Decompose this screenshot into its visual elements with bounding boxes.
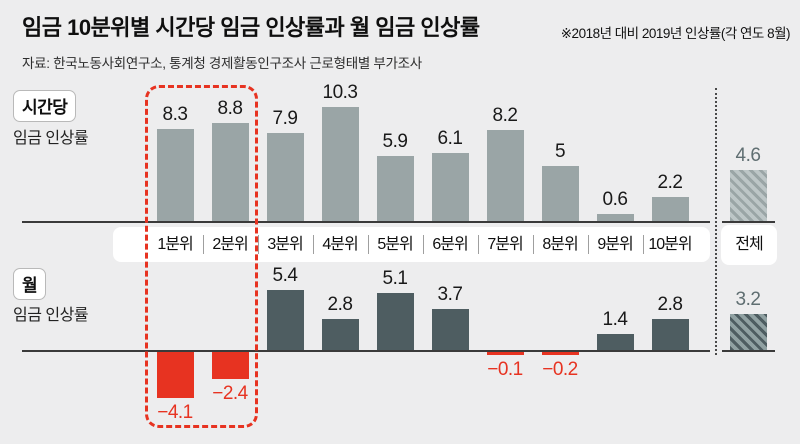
bar-8분위-hourly-value: 5 [554, 140, 566, 162]
bar-5분위-monthly [376, 293, 414, 350]
bar-2분위-monthly [211, 352, 249, 379]
bar-5분위-hourly-value: 5.9 [382, 130, 408, 152]
bar-4분위-hourly [321, 106, 359, 221]
monthly-chart-sublabel: 임금 인상률 [13, 307, 89, 324]
category-divider [367, 235, 369, 254]
category-divider [532, 235, 534, 254]
bar-7분위-hourly [486, 129, 524, 221]
category-label-9분위: 9분위 [597, 236, 633, 253]
bar-3분위-monthly-value: 5.4 [272, 265, 298, 287]
category-divider [422, 235, 424, 254]
category-label-4분위: 4분위 [322, 236, 358, 253]
category-divider [642, 235, 644, 254]
bar-7분위-monthly-value: −0.1 [487, 359, 523, 380]
hourly-overall-axis-line [722, 221, 775, 223]
bar-9분위-hourly [596, 214, 634, 221]
bar-3분위-hourly [266, 133, 304, 221]
category-label-7분위: 7분위 [487, 236, 523, 253]
source-line: 자료: 한국노동사회연구소, 통계청 경제활동인구조사 근로형태별 부가조사 [22, 56, 422, 71]
bar-overall-monthly [729, 314, 767, 350]
bar-3분위-hourly-value: 7.9 [272, 108, 298, 130]
category-label-2분위: 2분위 [212, 236, 248, 253]
category-divider [257, 235, 259, 254]
category-divider [202, 235, 204, 254]
low-decile-highlight-box [145, 85, 258, 428]
title-note: ※2018년 대비 2019년 인상률(각 연도 8월) [560, 26, 791, 41]
monthly-axis-line [22, 350, 710, 352]
category-label-5분위: 5분위 [377, 236, 413, 253]
category-label-1분위: 1분위 [157, 236, 193, 253]
monthly-overall-axis-line [722, 350, 775, 352]
bar-3분위-monthly [266, 290, 304, 350]
bar-overall-hourly [729, 169, 767, 221]
bar-9분위-monthly-value: 1.4 [602, 309, 628, 331]
bar-8분위-monthly-value: −0.2 [542, 359, 578, 380]
bar-8분위-monthly [541, 352, 579, 355]
bar-6분위-hourly [431, 153, 469, 221]
bar-10분위-hourly [651, 196, 689, 221]
bar-4분위-hourly-value: 10.3 [322, 81, 358, 103]
bar-2분위-hourly [211, 123, 249, 221]
bar-10분위-monthly-value: 2.8 [657, 293, 683, 315]
bar-10분위-hourly-value: 2.2 [657, 171, 683, 193]
bar-10분위-monthly [651, 318, 689, 350]
category-divider [312, 235, 314, 254]
bar-5분위-monthly-value: 5.1 [382, 268, 408, 290]
hourly-axis-line [22, 221, 710, 223]
overall-column-separator [715, 88, 717, 355]
bar-4분위-monthly-value: 2.8 [327, 293, 353, 315]
bar-9분위-hourly-value: 0.6 [602, 189, 628, 211]
bar-overall-hourly-value: 4.6 [735, 144, 761, 166]
bar-2분위-hourly-value: 8.8 [217, 98, 243, 120]
category-label-10분위: 10분위 [648, 236, 692, 253]
category-divider [477, 235, 479, 254]
category-label-3분위: 3분위 [267, 236, 303, 253]
overall-label-box: 전체 [721, 225, 777, 265]
bar-4분위-monthly [321, 318, 359, 350]
page-title: 임금 10분위별 시간당 임금 인상률과 월 임금 인상률 [22, 15, 480, 40]
bar-9분위-monthly [596, 334, 634, 350]
category-divider [587, 235, 589, 254]
bar-2분위-monthly-value: −2.4 [212, 382, 248, 404]
bar-6분위-hourly-value: 6.1 [437, 128, 463, 150]
bar-8분위-hourly [541, 165, 579, 221]
bar-7분위-hourly-value: 8.2 [492, 104, 518, 126]
hourly-chart-badge: 시간당 [13, 90, 77, 122]
category-label-8분위: 8분위 [542, 236, 578, 253]
bar-1분위-monthly-value: −4.1 [157, 401, 193, 423]
bar-1분위-hourly [156, 128, 194, 221]
decile-label-band: 1분위 2분위 3분위 4분위 5분위 6분위 7분위 8분위 9분위 10분위 [113, 227, 710, 262]
bar-overall-monthly-value: 3.2 [735, 289, 761, 311]
bar-7분위-monthly [486, 352, 524, 355]
hourly-chart-sublabel: 임금 인상률 [13, 130, 89, 147]
monthly-chart-badge: 월 [13, 268, 47, 300]
bar-1분위-hourly-value: 8.3 [162, 103, 188, 125]
bar-6분위-monthly [431, 308, 469, 350]
bar-1분위-monthly [156, 352, 194, 398]
bar-5분위-hourly [376, 155, 414, 221]
category-label-6분위: 6분위 [432, 236, 468, 253]
bar-6분위-monthly-value: 3.7 [437, 283, 463, 305]
